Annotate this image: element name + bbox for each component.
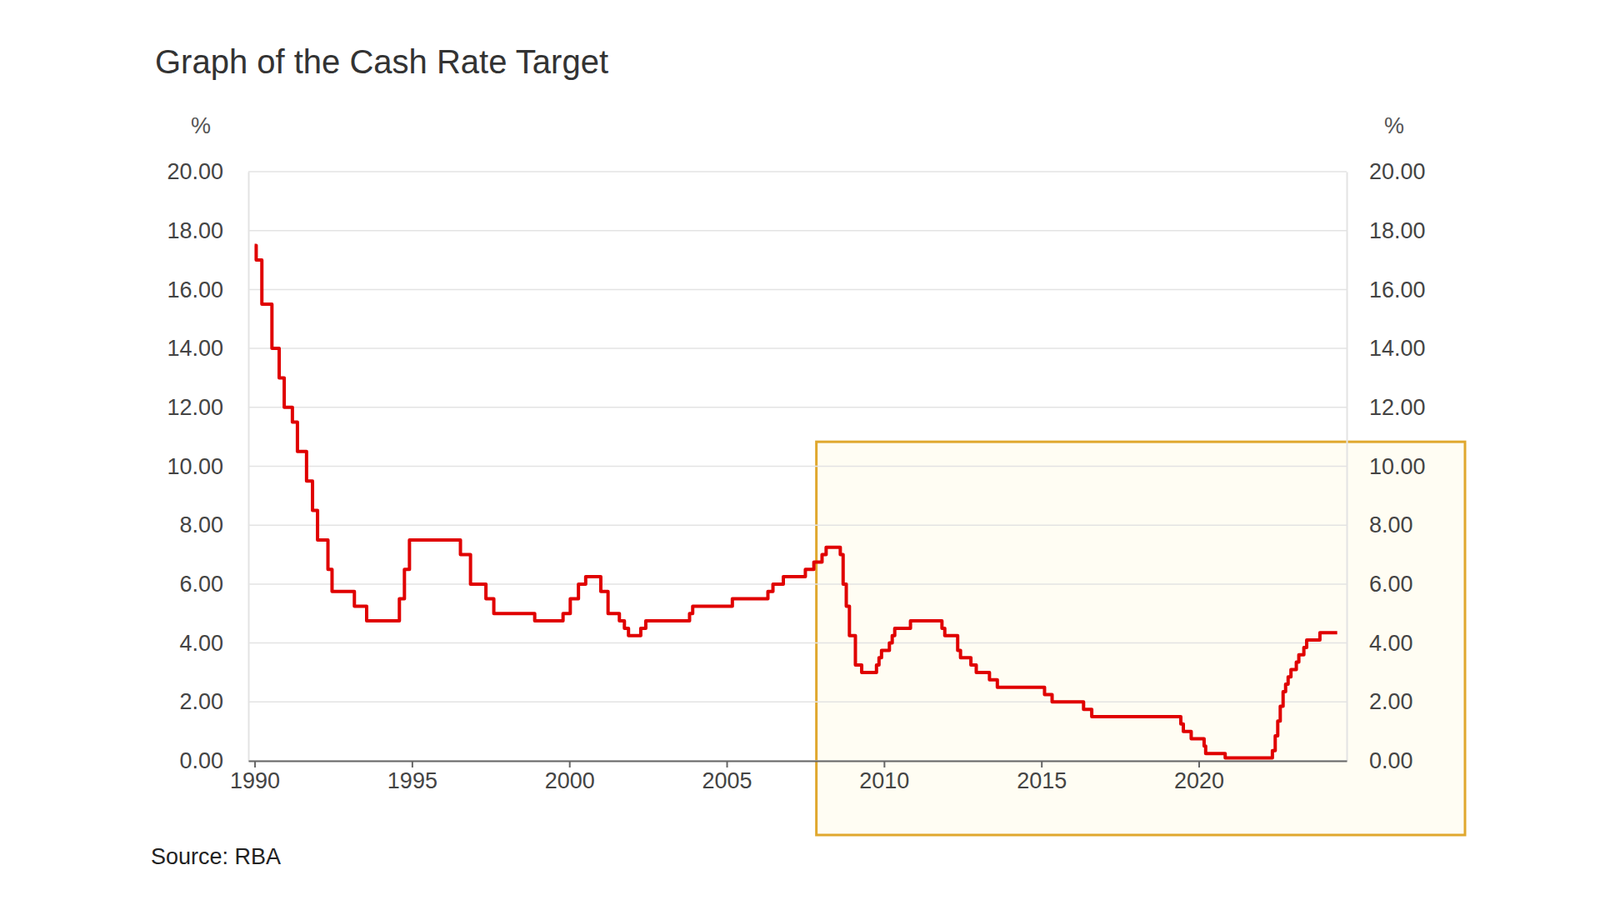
tick-label: 18.00 [166, 218, 224, 244]
tick-mark [411, 760, 414, 768]
axis-line [249, 760, 1348, 763]
tick-label: 20.00 [1369, 159, 1426, 185]
tick-mark [883, 760, 885, 768]
tick-label: 2.00 [1369, 689, 1414, 715]
tick-mark [569, 760, 571, 768]
tick: 12.00 [1346, 395, 1426, 420]
series [255, 245, 1338, 758]
tick: 8.00 [179, 512, 249, 538]
tick-label: 12.00 [1369, 395, 1426, 420]
tick-mark [1040, 760, 1043, 768]
tick-label: 6.00 [1369, 571, 1414, 597]
tick: 10.00 [1346, 454, 1426, 480]
tick-label: 0.00 [1369, 748, 1414, 774]
tick-label: 20.00 [166, 159, 224, 185]
tick-label: 8.00 [179, 512, 224, 538]
tick: 16.00 [166, 277, 249, 303]
tick-label: 8.00 [1369, 512, 1414, 538]
tick: 18.00 [166, 218, 249, 244]
grid-line [248, 642, 1347, 645]
tick: 4.00 [179, 630, 249, 656]
y2-axis: 0.00 2.00 4.00 6.00 8.00 10.00 12.00 14.00 16.00… [1346, 159, 1426, 774]
tick: 2010 [859, 760, 910, 794]
tick: 12.00 [166, 395, 249, 420]
tick-mark [1198, 760, 1200, 768]
tick: 20.00 [166, 159, 249, 185]
tick-mark [254, 760, 256, 768]
tick: 14.00 [166, 335, 249, 361]
y-axis-label: % [190, 113, 211, 139]
tick-label: 4.00 [179, 630, 224, 656]
tick: 6.00 [179, 571, 249, 597]
tick: 10.00 [166, 454, 249, 480]
tick-label: 18.00 [1369, 218, 1426, 244]
x-axis: 1990 1995 2000 2005 2010 2015 2020 [230, 760, 1347, 794]
grid-line [248, 230, 1347, 232]
tick-label: 10.00 [1369, 454, 1426, 480]
tick-label: 10.00 [166, 454, 224, 480]
tick-label: 2010 [859, 768, 910, 794]
grid-line [248, 347, 1347, 350]
grid-line [248, 524, 1347, 526]
chart: Graph of the Cash Rate Target%% 0.00 2.00 4… [0, 0, 1600, 900]
tick-label: 4.00 [1369, 630, 1414, 656]
tick-label: 6.00 [179, 571, 224, 597]
tick-mark [726, 760, 729, 768]
grid-line [248, 170, 1347, 173]
tick-label: 14.00 [166, 335, 224, 361]
tick: 18.00 [1346, 218, 1426, 244]
y2-axis-label: % [1384, 113, 1405, 139]
tick-label: 2020 [1174, 768, 1225, 794]
tick-label: 2005 [701, 768, 752, 794]
tick: 20.00 [1346, 159, 1426, 185]
tick-label: 12.00 [166, 395, 224, 420]
source: Source: RBA [150, 844, 281, 870]
tick-label: 14.00 [1369, 335, 1426, 361]
highlight-box [816, 441, 1465, 835]
grid-line [248, 583, 1347, 585]
tick-label: 1995 [387, 768, 438, 794]
tick-label: 2015 [1016, 768, 1067, 794]
tick: 0.00 [1346, 748, 1414, 774]
y-axis: 0.00 2.00 4.00 6.00 8.00 10.00 12.00 14.00 16.00… [166, 159, 249, 774]
tick-label: 2.00 [179, 689, 224, 715]
tick: 2015 [1016, 760, 1067, 794]
tick-label: 16.00 [1369, 277, 1426, 303]
tick: 1995 [387, 760, 438, 794]
tick-label: 0.00 [179, 748, 224, 774]
grid-line [248, 406, 1347, 409]
tick: 8.00 [1346, 512, 1414, 538]
tick: 16.00 [1346, 277, 1426, 303]
tick: 6.00 [1346, 571, 1414, 597]
tick: 1990 [230, 760, 280, 794]
axis-line [248, 172, 250, 762]
tick-label: 2000 [545, 768, 595, 794]
tick: 2000 [545, 760, 595, 794]
tick: 4.00 [1346, 630, 1414, 656]
tick: 2.00 [179, 689, 249, 715]
tick: 2020 [1174, 760, 1225, 794]
tick: 2.00 [1346, 689, 1414, 715]
tick: 14.00 [1346, 335, 1426, 361]
grid-line [248, 289, 1347, 291]
grid [248, 171, 1347, 761]
title: Graph of the Cash Rate Target [155, 43, 609, 80]
grid-line [248, 701, 1347, 704]
tick-label: 16.00 [166, 277, 224, 303]
grid-line [248, 465, 1347, 468]
tick-label: 1990 [230, 768, 280, 794]
line [255, 245, 1338, 758]
axis-line [1346, 172, 1349, 762]
tick: 2005 [701, 760, 752, 794]
